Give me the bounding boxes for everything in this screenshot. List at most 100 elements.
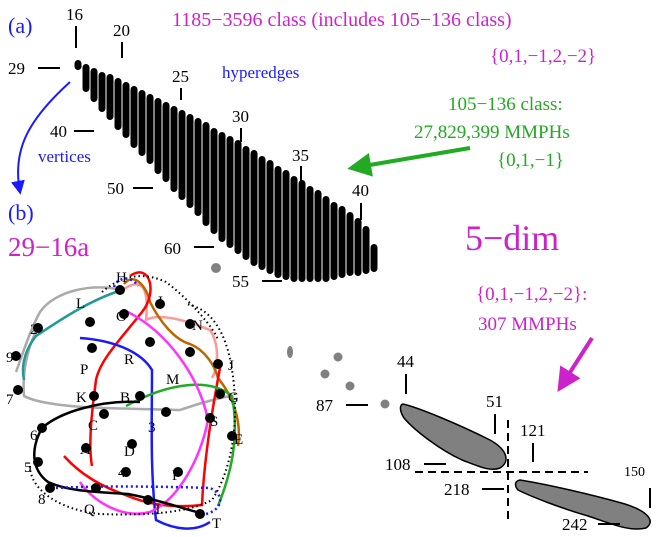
vertex-label-J: J — [228, 358, 234, 374]
vertex-label-T: T — [212, 516, 221, 532]
hyperedge-bar — [298, 180, 306, 282]
column-tick-20: 20 — [113, 21, 130, 40]
hyperedge-bar — [98, 72, 106, 112]
edge-dotted-outer — [29, 303, 237, 516]
vertex-J — [213, 359, 223, 369]
hyperedge-bar — [338, 206, 346, 278]
vertex-B — [135, 391, 145, 401]
vertex-label-O: O — [116, 309, 127, 325]
hyperedge-bars — [74, 60, 378, 282]
vertex-5 — [33, 457, 43, 467]
vertex-label-S: S — [210, 414, 218, 430]
mmph-set: {0,1,−1,2,−2}: — [476, 284, 587, 305]
panel-a-title: 1185−3596 class (includes 105−136 class) — [172, 9, 512, 31]
dist-dot-2 — [333, 352, 343, 362]
vertex-O — [119, 309, 129, 319]
panel-a-label: (a) — [8, 13, 32, 38]
hyperedge-bar — [242, 146, 250, 260]
distribution-blob-2 — [514, 479, 651, 530]
edge-pink — [119, 283, 219, 379]
dist-dot-4 — [345, 381, 355, 391]
vertex-label-C: C — [88, 418, 98, 434]
vertex-label-K: K — [76, 390, 87, 406]
hyperedge-bar — [258, 156, 266, 270]
dist-tick-51: 51 — [486, 392, 503, 411]
hyperedge-bar — [106, 74, 114, 120]
edge-green — [125, 383, 237, 507]
row-tick-29: 29 — [8, 59, 25, 78]
dist-tick-150: 150 — [624, 465, 645, 480]
hypergraph-29-16a — [14, 271, 241, 530]
dimension-label: 5−dim — [465, 218, 559, 258]
vertex-C — [99, 409, 109, 419]
vertex-label-R: R — [124, 352, 134, 368]
hyperedge-bar — [186, 114, 194, 208]
edge-blue-dotted — [55, 485, 222, 516]
dist-dot-1 — [287, 346, 293, 358]
mmph-count: 307 MMPHs — [478, 314, 577, 335]
vertex-7 — [13, 385, 23, 395]
vertex-S — [205, 413, 215, 423]
vertex-label-B: B — [120, 390, 130, 406]
hyperedge-bar — [370, 244, 378, 272]
vertex-label-4: 4 — [118, 465, 126, 481]
column-tick-25: 25 — [172, 67, 189, 86]
hyperedge-bar — [354, 218, 362, 276]
vertex-Q — [91, 483, 101, 493]
edge-teal — [21, 288, 123, 381]
panel-a-title-set: {0,1,−1,2,−2} — [490, 46, 596, 67]
vertex-I — [155, 299, 165, 309]
vertex-E — [227, 431, 237, 441]
vertex-6 — [37, 423, 47, 433]
edge-brown — [123, 278, 241, 447]
vertex-label-2: 2 — [30, 322, 38, 338]
hyperedge-bar — [138, 90, 146, 156]
hyperedge-bar — [130, 86, 138, 148]
vertex-label-I: I — [158, 294, 163, 310]
column-tick-35: 35 — [292, 146, 309, 165]
hyperedge-bar — [154, 98, 162, 174]
dist-tick-44: 44 — [397, 352, 415, 371]
hyperedge-bar — [330, 202, 338, 280]
vertex-1 — [143, 495, 153, 505]
mmph-arrow — [557, 336, 594, 393]
vertex-label-Q: Q — [84, 502, 95, 518]
hyperedge-bar — [122, 82, 130, 138]
vertex-8 — [45, 483, 55, 493]
column-tick-30: 30 — [232, 107, 249, 126]
edge-red — [89, 271, 152, 467]
vertex-F — [173, 467, 183, 477]
vertex-label-3: 3 — [148, 420, 156, 436]
vertex-label-D: D — [124, 444, 135, 460]
dist-tick-108: 108 — [385, 455, 411, 474]
vertex-H — [115, 285, 125, 295]
column-tick-40: 40 — [352, 181, 369, 200]
extra-vertex-dot — [211, 263, 221, 273]
class-105-136-arrow — [347, 146, 471, 177]
vertex-label-9: 9 — [6, 350, 14, 366]
vertex-label-1: 1 — [154, 502, 162, 518]
vertex-D — [127, 439, 137, 449]
hypergraph-vertices: H L I O N 29 P R M J 7 K B G 6 C 3 SE A D 5 4 F 8 Q 1 T — [6, 270, 243, 532]
hyperedge-bar — [146, 94, 154, 164]
vertices-label: vertices — [38, 147, 91, 166]
hyperedge-bar — [282, 170, 290, 280]
class-105-136-line2: 27,829,399 MMPHs — [414, 122, 570, 143]
hyperedge-bar — [74, 60, 82, 70]
class-105-136-set: {0,1,−1} — [497, 150, 564, 171]
hyperedge-bar — [226, 136, 234, 248]
row-tick-40: 40 — [50, 122, 67, 141]
vertex-label-H: H — [116, 270, 127, 286]
vertex-label-M: M — [166, 372, 179, 388]
hyperedge-bar — [210, 128, 218, 234]
vertex-9 — [11, 351, 21, 361]
hyperedge-bar — [170, 106, 178, 192]
row-tick-60: 60 — [164, 239, 181, 258]
vertex-label-N: N — [192, 318, 203, 334]
hyperedge-bar — [234, 140, 242, 254]
distribution-plot: 44 51 121 87 108 218 150 242 — [287, 346, 651, 534]
panel-b-name: 29−16a — [8, 232, 89, 262]
dist-tick-242: 242 — [562, 515, 588, 534]
class-105-136-line1: 105−136 class: — [448, 94, 563, 115]
